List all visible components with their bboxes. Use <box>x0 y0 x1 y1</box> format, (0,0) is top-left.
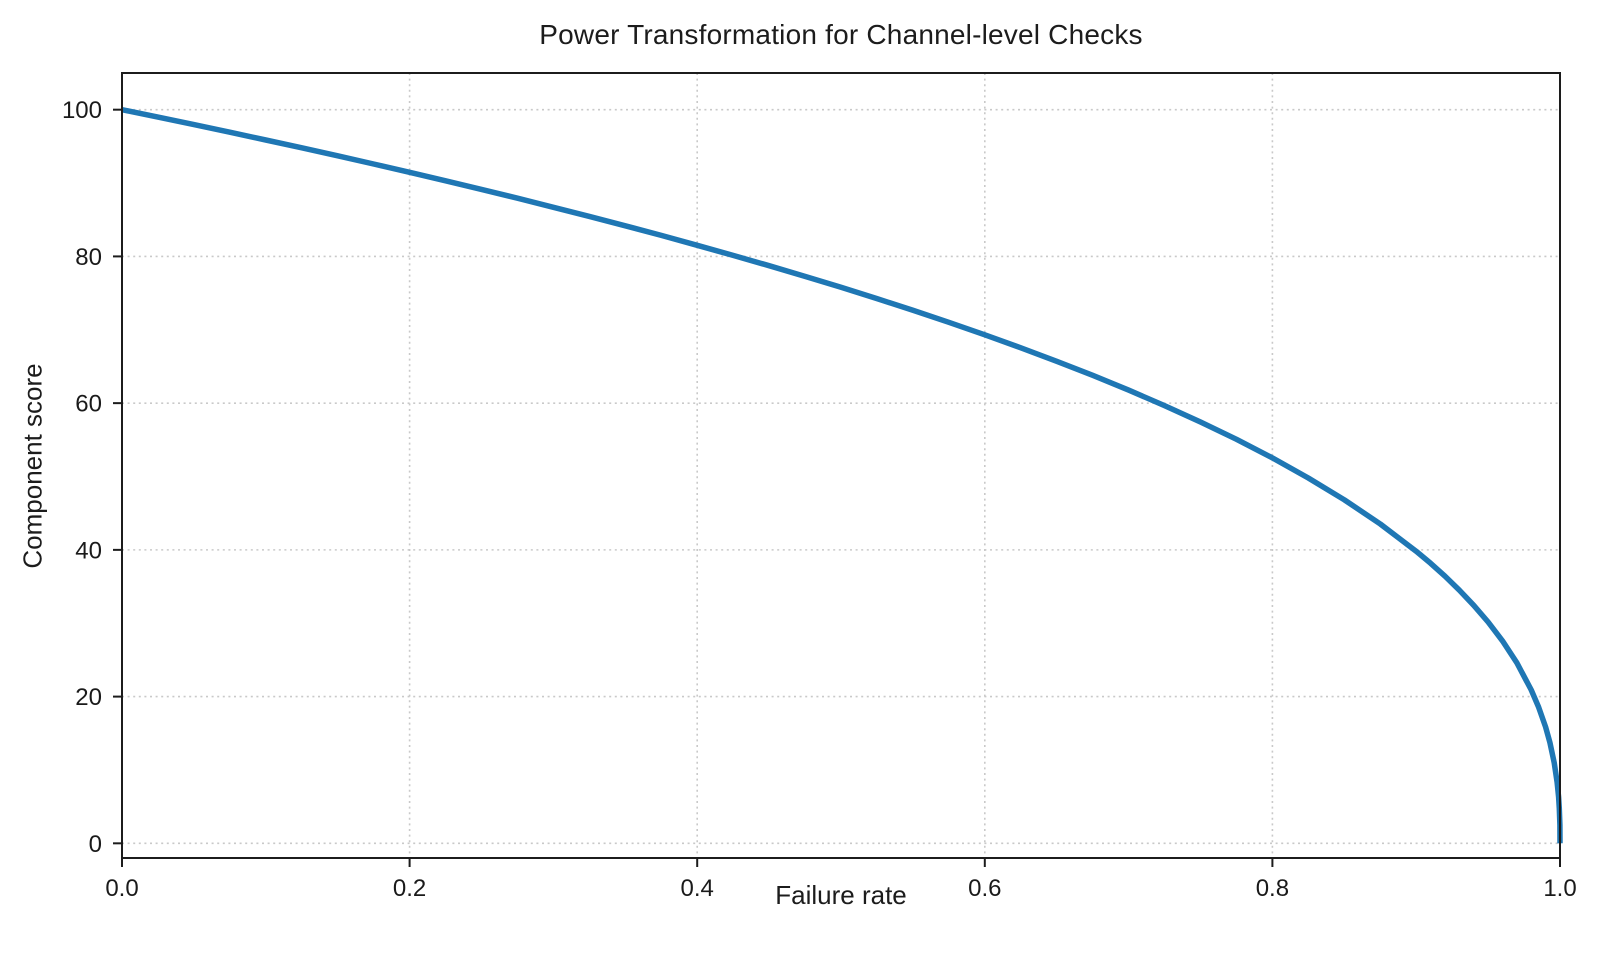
y-axis-label: Component score <box>17 363 48 569</box>
tick-label-x-1.0: 1.0 <box>1543 875 1576 902</box>
tick-label-x-0.6: 0.6 <box>968 875 1001 902</box>
tick-label-x-0.2: 0.2 <box>393 875 426 902</box>
axes-spines <box>121 72 1561 859</box>
tick-label-y-60: 60 <box>75 391 102 418</box>
tick-label-y-100: 100 <box>62 97 102 124</box>
tick-label-y-80: 80 <box>75 244 102 271</box>
x-axis-label: Failure rate <box>775 880 907 910</box>
chart-title: Power Transformation for Channel-level C… <box>539 19 1143 50</box>
plot-line-component-score-curve <box>121 107 1563 844</box>
tick-label-x-0.0: 0.0 <box>105 875 138 902</box>
tick-label-y-40: 40 <box>75 537 102 564</box>
tick-label-y-0: 0 <box>89 831 102 858</box>
tick-label-x-0.4: 0.4 <box>681 875 714 902</box>
tick-label-x-0.8: 0.8 <box>1256 875 1289 902</box>
tick-label-y-20: 20 <box>75 684 102 711</box>
